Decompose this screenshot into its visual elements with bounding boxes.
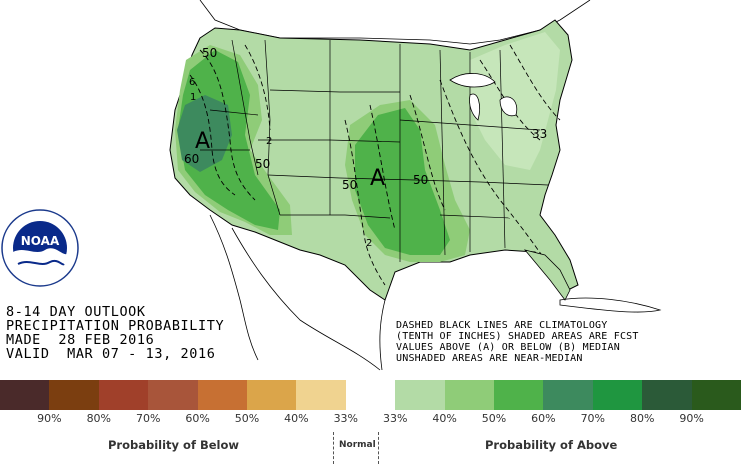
title-line-1: 8-14 DAY OUTLOOK — [6, 304, 146, 320]
contour-label-50-w: 50 — [255, 157, 270, 171]
legend-tick-label: 50% — [234, 412, 260, 425]
legend-normal-label: Normal — [339, 440, 376, 450]
legend-swatch — [691, 380, 741, 410]
note-line-2: (TENTH OF INCHES) SHADED AREAS ARE FCST — [396, 331, 639, 342]
legend-swatch — [494, 380, 544, 410]
state-boundaries — [200, 39, 549, 262]
legend-tick-label: 60% — [185, 412, 210, 425]
legend-swatch — [49, 380, 99, 410]
legend-divider-left — [333, 432, 334, 464]
title-line-2: PRECIPITATION PROBABILITY — [6, 318, 225, 334]
legend-swatch — [148, 380, 198, 410]
legend-swatch — [444, 380, 495, 410]
contour-label-1: 1 — [190, 92, 196, 103]
contour-label-6: 6 — [189, 77, 195, 88]
contour-label-50-ce: 50 — [413, 173, 428, 187]
contour-label-50-c: 50 — [342, 178, 357, 192]
precipitation-map: A A 50 60 50 50 50 33 2 2 6 1 NOAA — [1, 0, 662, 371]
contour-label-33-ne: 33 — [532, 127, 547, 141]
legend-tick-label: 50% — [481, 412, 507, 425]
note-line-4: UNSHADED AREAS ARE NEAR-MEDIAN — [396, 353, 583, 364]
florida — [523, 249, 571, 301]
central-60-area — [355, 108, 450, 255]
contour-label-60-w: 60 — [184, 152, 199, 166]
title-line-3: MADE 28 FEB 2016 — [6, 332, 155, 348]
legend-tick-label: 80% — [629, 412, 655, 425]
map-text-labels: A A 50 60 50 50 50 33 2 2 6 1 — [184, 46, 547, 249]
cuba-outline — [559, 297, 662, 313]
legend-tick-label: 40% — [432, 412, 457, 425]
outlook-title-block: 8-14 DAY OUTLOOK PRECIPITATION PROBABILI… — [6, 305, 224, 361]
legend-swatch — [247, 380, 297, 410]
contour-label-2b: 2 — [366, 238, 372, 249]
legend-swatch — [642, 380, 692, 410]
probability-legend-bar — [0, 380, 741, 410]
legend-tick-label: 90% — [679, 412, 704, 425]
legend-swatch — [296, 380, 346, 410]
climatology-note: DASHED BLACK LINES ARE CLIMATOLOGY (TENT… — [396, 320, 736, 364]
legend-tick-label: 33% — [382, 412, 408, 425]
legend-swatch — [592, 380, 643, 410]
legend-tick-label: 33% — [333, 412, 359, 425]
climatology-contours — [189, 44, 561, 286]
note-line-1: DASHED BLACK LINES ARE CLIMATOLOGY — [396, 320, 608, 331]
above-label-west: A — [195, 129, 210, 154]
legend-tick-label: 60% — [531, 412, 556, 425]
contour-label-2a: 2 — [266, 136, 272, 147]
legend-divider-right — [378, 432, 379, 464]
mexico-outline — [209, 214, 386, 371]
legend-tick-label: 80% — [86, 412, 112, 425]
legend-swatch — [543, 380, 593, 410]
great-lakes — [449, 73, 518, 121]
west-70-area — [177, 95, 232, 172]
contour-label-50-nw: 50 — [202, 46, 217, 60]
note-line-3: VALUES ABOVE (A) OR BELOW (B) MEDIAN — [396, 342, 620, 353]
legend-swatch — [98, 380, 149, 410]
legend-tick-label: 40% — [284, 412, 309, 425]
legend-above-label: Probability of Above — [485, 438, 618, 452]
legend-swatch — [197, 380, 248, 410]
title-line-4: VALID MAR 07 - 13, 2016 — [6, 346, 216, 362]
legend-below-label: Probability of Below — [108, 438, 239, 452]
legend-tick-label: 90% — [37, 412, 62, 425]
noaa-logo: NOAA — [1, 209, 79, 287]
probability-legend-labels: 90% 80% 70% 60% 50% 40% 33% 33% 40% 50% 60% 70% 80% 9… — [0, 412, 741, 428]
legend-swatch — [345, 380, 396, 410]
legend-swatch — [0, 380, 50, 410]
noaa-logo-text: NOAA — [21, 234, 60, 248]
above-label-central: A — [370, 166, 385, 191]
legend-tick-label: 70% — [580, 412, 606, 425]
legend-swatch — [395, 380, 445, 410]
legend-tick-label: 70% — [135, 412, 161, 425]
